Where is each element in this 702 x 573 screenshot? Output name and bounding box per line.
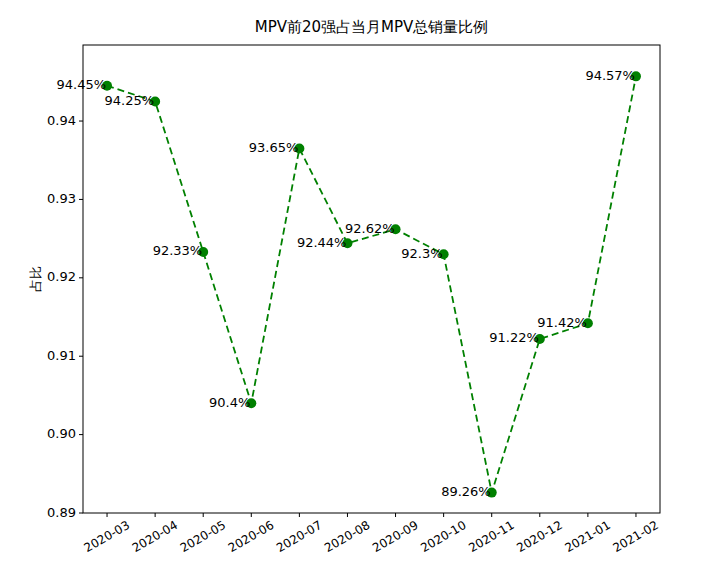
y-tick	[79, 434, 83, 435]
x-tick-label: 2020-10	[418, 518, 468, 555]
plot-frame	[83, 45, 660, 513]
x-tick-label: 2020-04	[130, 518, 180, 555]
x-tick-label: 2020-11	[466, 518, 516, 555]
y-tick	[79, 199, 83, 200]
y-tick-label: 0.94	[47, 113, 76, 128]
x-tick-label: 2021-02	[610, 518, 660, 555]
data-label: 93.65%	[249, 140, 299, 155]
data-label: 92.62%	[345, 221, 395, 236]
x-tick	[395, 513, 396, 517]
x-tick-label: 2020-06	[226, 518, 276, 555]
data-label: 94.25%	[105, 93, 155, 108]
data-label: 94.45%	[56, 77, 106, 92]
y-tick	[79, 513, 83, 514]
x-tick	[155, 513, 156, 517]
x-tick	[203, 513, 204, 517]
data-label: 90.4%	[209, 395, 250, 410]
x-tick	[587, 513, 588, 517]
y-tick-label: 0.93	[47, 191, 76, 206]
y-tick-label: 0.89	[47, 505, 76, 520]
x-tick-label: 2020-08	[322, 518, 372, 555]
data-label: 91.42%	[537, 315, 587, 330]
x-tick	[347, 513, 348, 517]
data-label: 94.57%	[585, 68, 635, 83]
x-tick-label: 2020-12	[514, 518, 564, 555]
x-tick-label: 2020-03	[82, 518, 132, 555]
x-tick	[251, 513, 252, 517]
x-tick	[107, 513, 108, 517]
data-label: 89.26%	[441, 484, 491, 499]
x-tick	[299, 513, 300, 517]
y-tick-label: 0.90	[47, 426, 76, 441]
line	[107, 76, 636, 492]
x-tick	[539, 513, 540, 517]
data-label: 92.33%	[153, 243, 203, 258]
y-tick-label: 0.92	[47, 269, 76, 284]
y-tick	[79, 356, 83, 357]
x-tick	[443, 513, 444, 517]
x-tick-label: 2020-07	[274, 518, 324, 555]
y-tick	[79, 121, 83, 122]
y-tick-label: 0.91	[47, 348, 76, 363]
x-tick	[491, 513, 492, 517]
y-tick	[79, 277, 83, 278]
chart: MPV前20强占当月MPV总销量比例占比 0.89 0.90 0.91 0.92 0.93…	[0, 0, 702, 573]
x-tick-label: 2020-09	[370, 518, 420, 555]
plot-area	[102, 71, 641, 497]
x-tick-label: 2020-05	[178, 518, 228, 555]
y-axis-label: 占比	[28, 266, 43, 292]
data-label: 92.3%	[401, 246, 442, 261]
x-tick-label: 2021-01	[562, 518, 612, 555]
data-label: 91.22%	[489, 330, 539, 345]
data-label: 92.44%	[297, 235, 347, 250]
x-tick	[635, 513, 636, 517]
title: MPV前20强占当月MPV总销量比例	[255, 18, 489, 36]
